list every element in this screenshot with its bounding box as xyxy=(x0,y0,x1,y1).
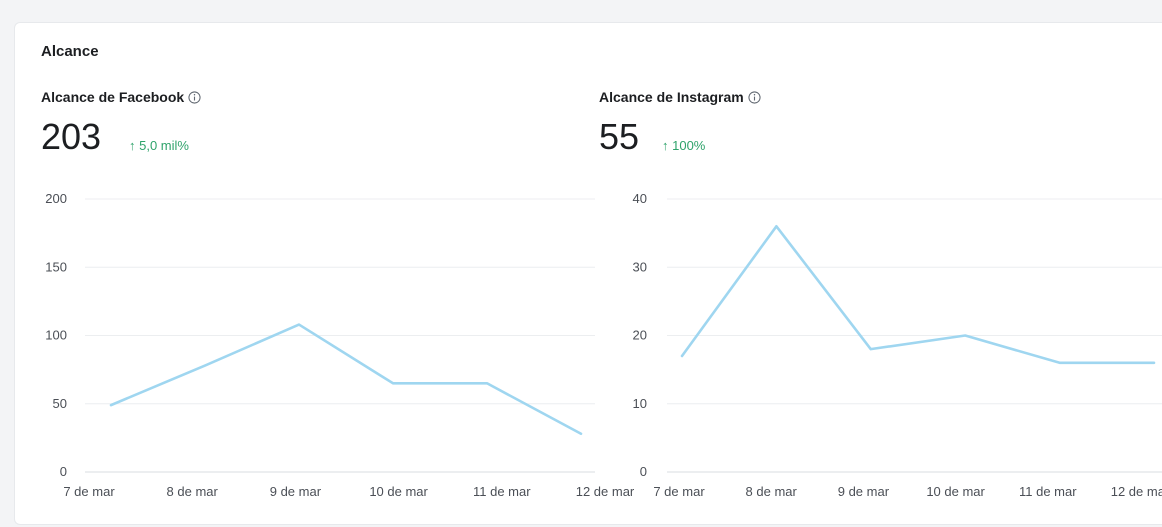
instagram-reach-panel: Alcance de Instagram 55 ↑ 100% 0 10 20 30 40… xyxy=(595,23,1162,524)
info-icon[interactable] xyxy=(748,90,761,104)
facebook-reach-title: Alcance de Facebook xyxy=(41,89,201,105)
instagram-reach-total: 55 xyxy=(599,116,640,157)
x-tick-label: 10 de mar xyxy=(369,484,428,499)
x-tick-label: 10 de mar xyxy=(926,484,985,499)
y-tick-label: 50 xyxy=(53,396,67,411)
y-tick-label: 200 xyxy=(45,191,67,206)
facebook-reach-delta: ↑ 5,0 mil% xyxy=(129,138,189,153)
x-tick-label: 11 de mar xyxy=(473,484,531,499)
reach-card: Alcance Alcance de Facebook 203 ↑ 5,0 mi… xyxy=(14,22,1162,525)
x-tick-label: 7 de mar xyxy=(63,484,115,499)
y-tick-label: 0 xyxy=(60,464,67,479)
series-line[interactable] xyxy=(680,225,1156,365)
y-tick-label: 40 xyxy=(633,191,647,206)
facebook-reach-chart: 0 50 100 150 200 7 de mar 8 de mar 9 de mar 10 d… xyxy=(45,191,635,499)
y-tick-label: 10 xyxy=(633,396,647,411)
series-line[interactable] xyxy=(109,323,583,436)
instagram-reach-title: Alcance de Instagram xyxy=(599,89,761,105)
section-title: Alcance xyxy=(41,43,99,60)
facebook-reach-panel: Alcance de Facebook 203 ↑ 5,0 mil% 0 50 10… xyxy=(15,23,635,524)
x-tick-label: 12 de mar xyxy=(576,484,635,499)
y-tick-label: 100 xyxy=(45,328,67,343)
x-tick-label: 8 de mar xyxy=(746,484,798,499)
info-icon[interactable] xyxy=(188,90,201,104)
x-tick-label: 9 de mar xyxy=(838,484,890,499)
y-tick-label: 20 xyxy=(633,328,647,343)
y-tick-label: 0 xyxy=(640,464,647,479)
y-tick-label: 30 xyxy=(633,259,647,274)
x-tick-label: 9 de mar xyxy=(270,484,322,499)
instagram-reach-chart: 0 10 20 30 40 7 de mar 8 de mar 9 de mar 10 de m… xyxy=(633,191,1162,499)
facebook-reach-title-text: Alcance de Facebook xyxy=(41,89,185,105)
y-tick-label: 150 xyxy=(45,259,67,274)
x-tick-label: 12 de mar xyxy=(1111,484,1162,499)
facebook-reach-total: 203 xyxy=(41,116,102,157)
instagram-reach-delta: ↑ 100% xyxy=(662,138,706,153)
instagram-reach-title-text: Alcance de Instagram xyxy=(599,89,744,105)
x-tick-label: 11 de mar xyxy=(1019,484,1077,499)
x-tick-label: 8 de mar xyxy=(167,484,219,499)
x-tick-label: 7 de mar xyxy=(653,484,705,499)
